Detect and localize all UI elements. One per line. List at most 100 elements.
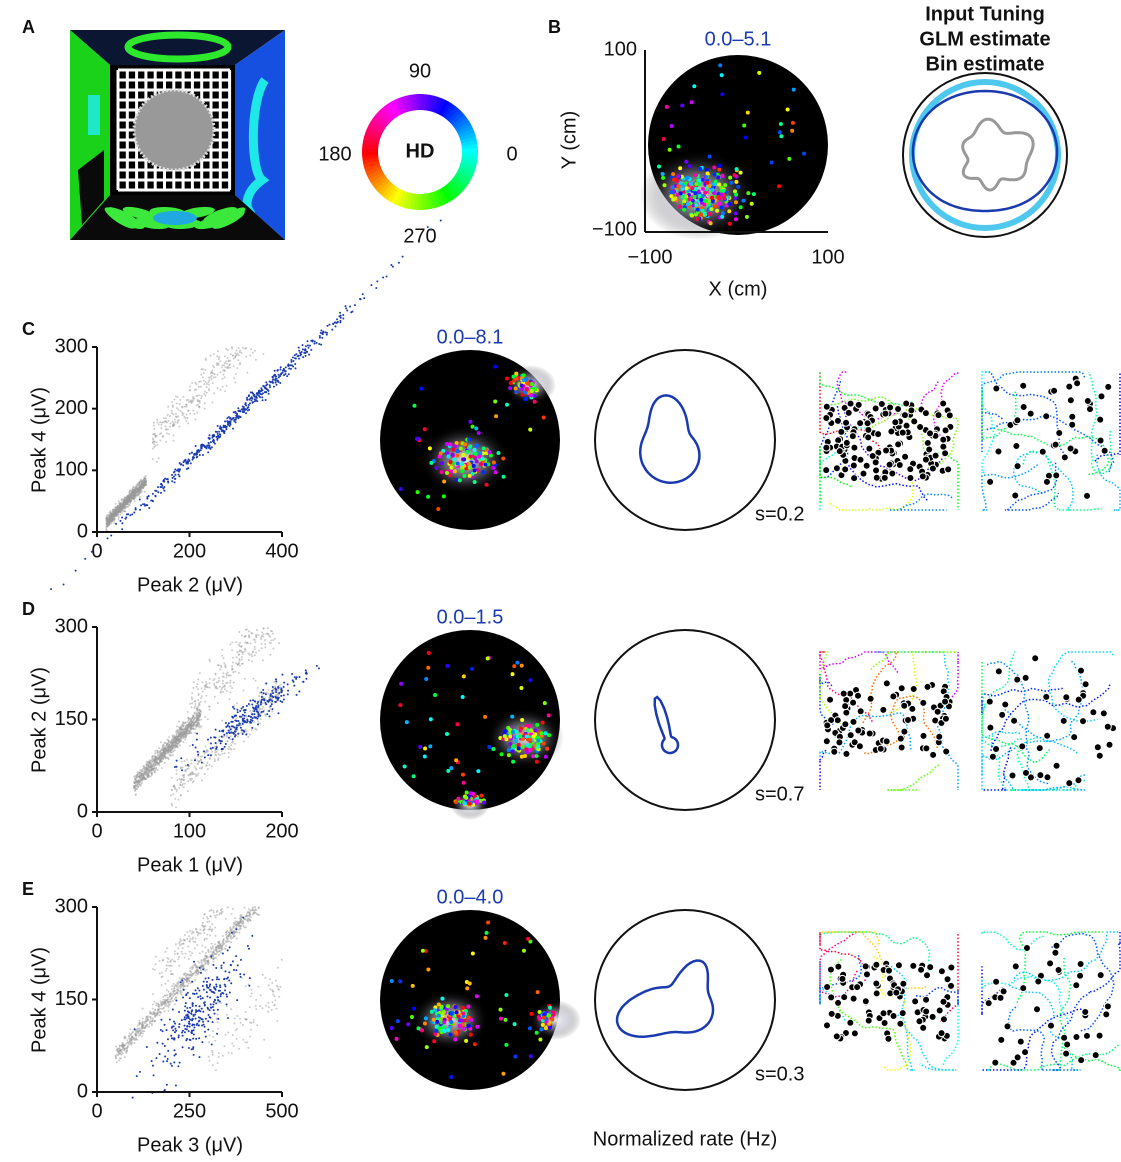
cluster-point <box>265 693 267 695</box>
scatter-point <box>172 421 174 423</box>
spike-dot <box>428 446 432 450</box>
scatter-point <box>227 349 229 351</box>
scatter-point <box>153 756 155 758</box>
cluster-point <box>174 766 176 768</box>
scatter-point <box>222 682 224 684</box>
cluster-point <box>260 691 262 693</box>
cluster-point <box>251 713 253 715</box>
cluster-point <box>163 490 165 492</box>
spike-marker <box>1052 441 1059 448</box>
spike-dot <box>663 183 667 187</box>
scatter-point <box>235 662 237 664</box>
cluster-point <box>283 369 285 371</box>
spike-marker <box>872 405 879 412</box>
scatter-point <box>247 736 249 738</box>
scatter-point <box>154 1009 156 1011</box>
scatter-point <box>114 511 116 513</box>
cluster-point <box>297 355 299 357</box>
cluster-point <box>257 393 259 395</box>
spike-marker <box>1067 397 1074 404</box>
spike-dot <box>454 758 458 762</box>
cluster-point <box>252 402 254 404</box>
spike-marker <box>850 699 857 706</box>
scatter-point <box>198 703 200 705</box>
cluster-point <box>253 708 255 710</box>
spike-dot <box>699 198 703 202</box>
cluster-point <box>281 701 283 703</box>
scatter-point <box>221 720 223 722</box>
scatter-point <box>271 698 273 700</box>
spike-dot <box>468 474 472 478</box>
scatter-point <box>171 777 173 779</box>
cluster-point <box>164 478 166 480</box>
scatter-point <box>216 364 218 366</box>
spike-dot <box>542 741 546 745</box>
scatter-point <box>216 387 218 389</box>
cluster-point <box>249 700 251 702</box>
spike-dot <box>705 181 709 185</box>
scatter-point <box>191 698 193 700</box>
scatter-point <box>183 741 185 743</box>
cluster-point <box>346 310 348 312</box>
spike-dot <box>722 196 726 200</box>
scatter-point <box>231 687 233 689</box>
rate-range: 0.0–5.1 <box>705 28 772 50</box>
spike-marker <box>831 748 838 755</box>
spike-dot <box>415 437 419 441</box>
cluster-point <box>257 723 259 725</box>
scatter-point <box>241 658 243 660</box>
cluster-point <box>310 349 312 351</box>
cluster-point <box>287 690 289 692</box>
cluster-point <box>246 719 248 721</box>
cluster-point <box>260 704 262 706</box>
spike-dot <box>515 377 519 381</box>
trajectory <box>982 747 1011 790</box>
scatter-point <box>165 441 167 443</box>
scatter-point <box>228 756 230 758</box>
scatter-point <box>206 749 208 751</box>
spike-marker <box>1036 745 1043 752</box>
scatter-point <box>223 676 225 678</box>
cluster-point <box>302 344 304 346</box>
scatter-point <box>250 916 252 918</box>
scatter-point <box>119 513 121 515</box>
cluster-point <box>265 381 267 383</box>
scatter-point <box>205 381 207 383</box>
x-tick-label: 100 <box>811 246 844 268</box>
scatter-point <box>244 636 246 638</box>
scatter-point <box>180 735 182 737</box>
cluster-point <box>253 713 255 715</box>
cluster-point <box>272 692 274 694</box>
scatter-point <box>259 723 261 725</box>
scatter-point <box>179 744 181 746</box>
spike-dot <box>694 203 698 207</box>
scatter-point <box>193 773 195 775</box>
cluster-point <box>228 416 230 418</box>
spike-marker <box>1097 416 1104 423</box>
scatter-point <box>169 415 171 417</box>
scatter-point <box>135 787 137 789</box>
spike-marker <box>872 459 879 466</box>
trajectory <box>889 494 952 510</box>
scatter-point <box>195 775 197 777</box>
scatter-point <box>134 500 136 502</box>
spike-marker <box>986 698 993 705</box>
cluster-point <box>272 379 274 381</box>
cluster-point <box>370 284 372 286</box>
spike-dot <box>671 185 675 189</box>
spike-dot <box>473 448 477 452</box>
spike-dot <box>530 389 534 393</box>
scatter-point <box>237 359 239 361</box>
spike-marker <box>926 446 933 453</box>
scatter-point <box>197 973 199 975</box>
scatter-point <box>136 783 138 785</box>
cluster-point <box>174 471 176 473</box>
scatter-point <box>208 388 210 390</box>
cluster-point <box>390 264 392 266</box>
spike-marker <box>908 407 915 414</box>
cluster-point <box>310 340 312 342</box>
spike-dot <box>544 755 548 759</box>
scatter-point <box>169 754 171 756</box>
scatter-point <box>198 406 200 408</box>
scatter-point <box>230 748 232 750</box>
